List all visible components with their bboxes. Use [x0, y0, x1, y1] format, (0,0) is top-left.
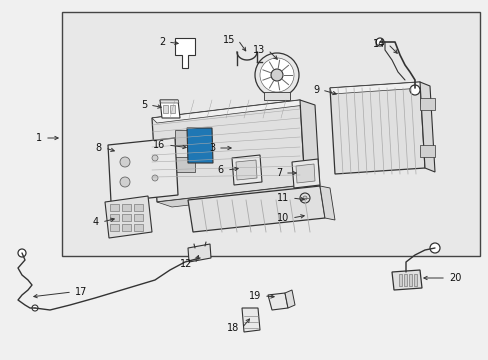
Polygon shape: [187, 244, 210, 262]
Text: 10: 10: [276, 213, 288, 223]
Circle shape: [120, 177, 130, 187]
Polygon shape: [264, 92, 289, 100]
Bar: [200, 130, 207, 139]
Text: 18: 18: [226, 323, 239, 333]
Bar: [122, 204, 131, 211]
Bar: [200, 152, 207, 161]
Text: 13: 13: [252, 45, 264, 55]
Bar: [403, 274, 406, 286]
Polygon shape: [160, 100, 179, 103]
Bar: [200, 141, 207, 150]
Bar: [134, 204, 142, 211]
Text: 11: 11: [276, 193, 288, 203]
Text: 7: 7: [275, 168, 282, 178]
Polygon shape: [391, 270, 421, 290]
Text: 14: 14: [372, 39, 384, 49]
Circle shape: [270, 69, 283, 81]
Bar: [190, 130, 198, 139]
Polygon shape: [329, 82, 421, 94]
Bar: [122, 224, 131, 231]
Text: 4: 4: [93, 217, 99, 227]
Bar: [419, 98, 434, 110]
Text: 17: 17: [75, 287, 87, 297]
Bar: [110, 214, 119, 221]
Polygon shape: [319, 186, 334, 220]
Bar: [110, 224, 119, 231]
Bar: [62, 12, 479, 256]
Bar: [419, 145, 434, 157]
Circle shape: [429, 243, 439, 253]
Polygon shape: [329, 82, 424, 174]
Bar: [110, 204, 119, 211]
Text: 12: 12: [179, 259, 192, 269]
Text: 19: 19: [248, 291, 261, 301]
Bar: [408, 274, 411, 286]
Polygon shape: [152, 100, 305, 202]
Text: 5: 5: [141, 100, 147, 110]
Text: 6: 6: [218, 165, 224, 175]
Polygon shape: [105, 196, 152, 238]
Bar: [190, 141, 198, 150]
Bar: [134, 224, 142, 231]
Polygon shape: [108, 138, 178, 202]
Polygon shape: [187, 186, 325, 232]
Bar: [170, 105, 175, 113]
Text: 16: 16: [152, 140, 164, 150]
Circle shape: [32, 305, 38, 311]
Polygon shape: [299, 100, 319, 190]
Circle shape: [152, 155, 158, 161]
Polygon shape: [160, 100, 180, 118]
Circle shape: [254, 53, 298, 97]
Bar: [175, 130, 195, 145]
Circle shape: [260, 58, 293, 92]
Text: 3: 3: [208, 143, 215, 153]
Text: 15: 15: [222, 35, 235, 45]
Circle shape: [409, 85, 419, 95]
Bar: [398, 274, 401, 286]
Polygon shape: [186, 128, 213, 163]
Text: 8: 8: [96, 143, 102, 153]
Polygon shape: [291, 159, 319, 188]
Polygon shape: [152, 100, 305, 123]
Bar: [413, 274, 416, 286]
Circle shape: [299, 193, 309, 203]
Circle shape: [303, 196, 306, 200]
Text: 20: 20: [448, 273, 461, 283]
Text: 1: 1: [36, 133, 42, 143]
Polygon shape: [231, 155, 262, 185]
Polygon shape: [175, 38, 195, 68]
Bar: [122, 214, 131, 221]
Bar: [175, 157, 195, 172]
Polygon shape: [242, 308, 260, 332]
Bar: [163, 105, 168, 113]
Text: 2: 2: [159, 37, 164, 47]
Circle shape: [18, 249, 26, 257]
Text: 9: 9: [312, 85, 318, 95]
Polygon shape: [157, 185, 319, 207]
Polygon shape: [419, 82, 434, 172]
Polygon shape: [267, 293, 287, 310]
Bar: [190, 152, 198, 161]
Polygon shape: [295, 164, 314, 183]
Polygon shape: [285, 290, 294, 308]
Bar: [134, 214, 142, 221]
Polygon shape: [236, 160, 257, 180]
Circle shape: [375, 38, 383, 46]
Circle shape: [152, 175, 158, 181]
Circle shape: [120, 157, 130, 167]
